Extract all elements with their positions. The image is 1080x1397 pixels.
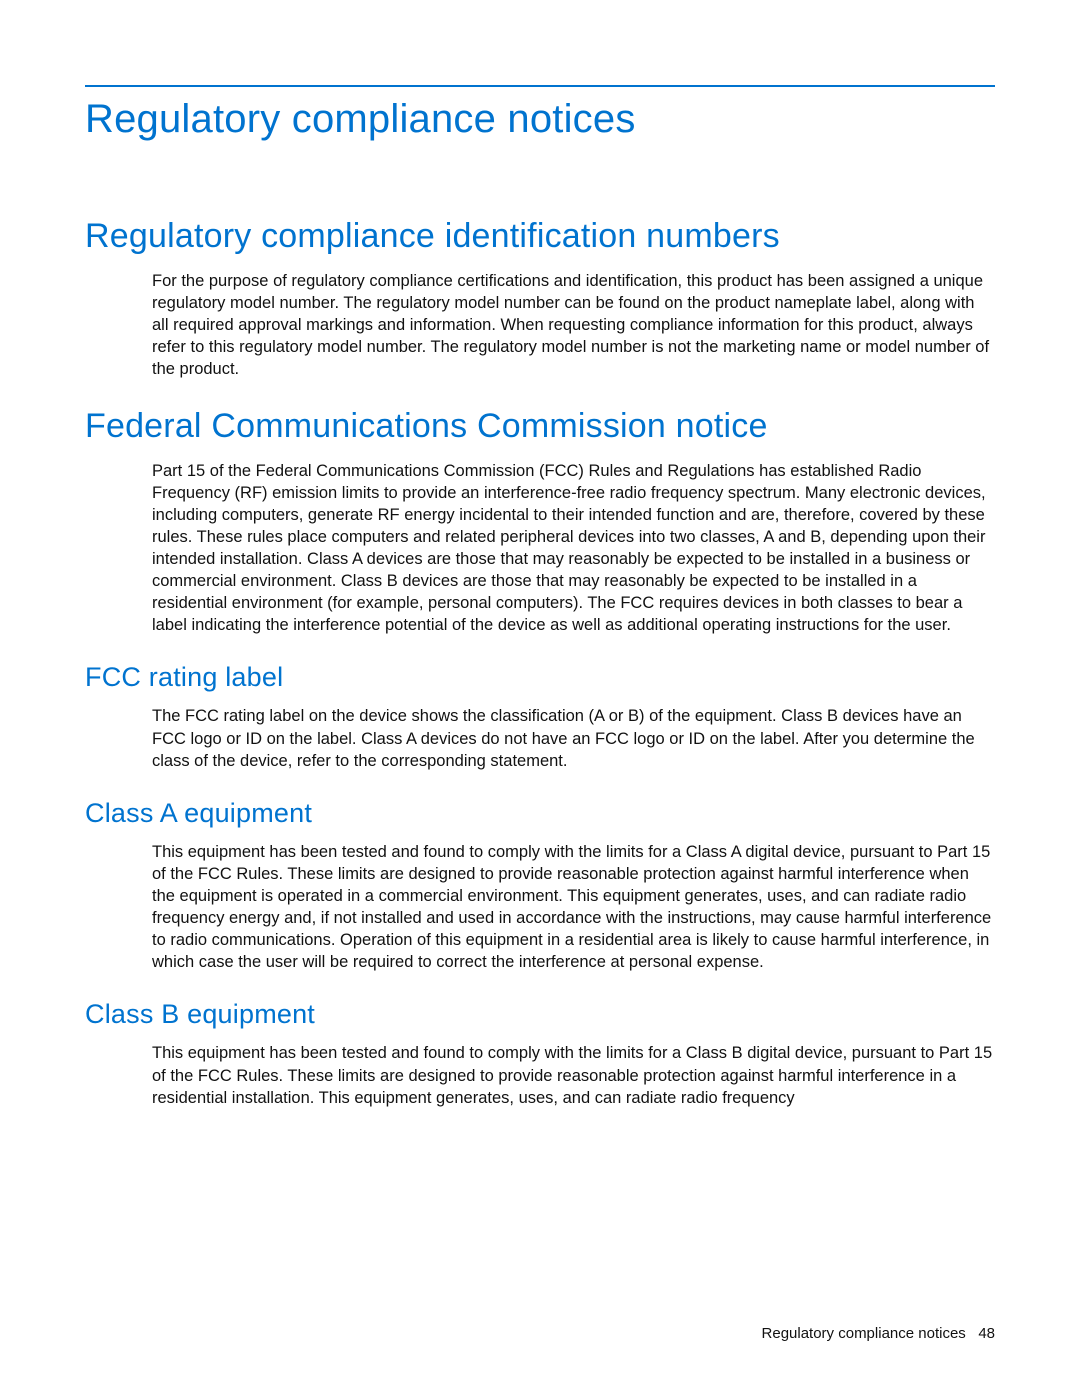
subsection-heading-class-a: Class A equipment bbox=[85, 798, 995, 829]
top-rule bbox=[85, 85, 995, 87]
subsection-body-class-b: This equipment has been tested and found… bbox=[152, 1042, 995, 1108]
footer-text: Regulatory compliance notices bbox=[762, 1325, 966, 1342]
section-heading-fcc-notice: Federal Communications Commission notice bbox=[85, 407, 995, 446]
subsection-body-fcc-rating-label: The FCC rating label on the device shows… bbox=[152, 705, 995, 771]
subsection-body-class-a: This equipment has been tested and found… bbox=[152, 841, 995, 974]
subsection-heading-fcc-rating-label: FCC rating label bbox=[85, 662, 995, 693]
page-title: Regulatory compliance notices bbox=[85, 97, 995, 142]
section-body-identification: For the purpose of regulatory compliance… bbox=[152, 270, 995, 381]
section-heading-identification: Regulatory compliance identification num… bbox=[85, 217, 995, 256]
subsection-heading-class-b: Class B equipment bbox=[85, 999, 995, 1030]
page-footer: Regulatory compliance notices 48 bbox=[762, 1325, 995, 1342]
footer-page-number: 48 bbox=[978, 1325, 995, 1342]
section-body-fcc-notice: Part 15 of the Federal Communications Co… bbox=[152, 460, 995, 637]
